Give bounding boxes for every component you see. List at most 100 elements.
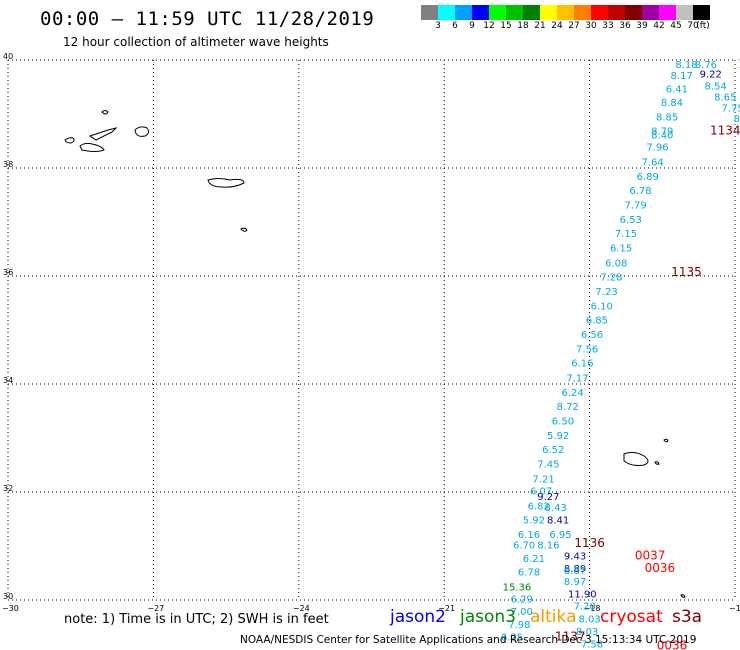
legend-swatch (608, 5, 625, 20)
map-subtitle: 12 hour collection of altimeter wave hei… (63, 35, 329, 49)
map-title: 00:00 – 11:59 UTC 11/28/2019 (40, 8, 375, 30)
wave-height-label: 7.58 (581, 640, 603, 650)
wave-height-label: 11.90 (568, 589, 597, 600)
pass-time-label: 0037 (635, 549, 666, 563)
lon-tick-label: −30 (2, 604, 19, 613)
wave-height-label: 6.21 (523, 554, 545, 565)
wave-height-label: 8.85 (656, 112, 678, 123)
wave-height-label: 7.64 (641, 157, 663, 168)
wave-height-label: 9.27 (537, 492, 559, 503)
wave-height-label: 7.45 (537, 460, 559, 471)
pass-time-label: 1135 (671, 265, 702, 279)
wave-height-label: 7.21 (532, 474, 554, 485)
wave-height-label: 9.22 (700, 69, 722, 80)
legend-label: 9 (469, 21, 475, 31)
wave-height-label: 7.17 (566, 373, 588, 384)
color-legend-labels: 3 6 9 12 15 18 21 24 27 30 33 36 39 42 45 70 (ft) (421, 21, 740, 33)
wave-height-label: 7.56 (576, 345, 598, 356)
island-outline (663, 438, 669, 443)
island-outline (623, 451, 649, 466)
wave-height-label: 6.10 (591, 301, 613, 312)
wave-height-label: 6.29 (511, 595, 533, 606)
wave-height-label: 7.28 (600, 272, 622, 283)
wave-height-label: 6.24 (562, 388, 584, 399)
legend-label: (ft) (696, 21, 710, 31)
wave-height-label: 5.92 (523, 515, 545, 526)
wave-height-label: 6.41 (666, 84, 688, 95)
legend-label: 33 (602, 21, 614, 31)
legend-label: 70 (687, 21, 699, 31)
wave-height-label: 6.25 (501, 633, 523, 644)
legend-swatch (540, 5, 557, 20)
wave-height-label: 9.43 (564, 552, 586, 563)
wave-height-label: 8.84 (661, 98, 683, 109)
legend-swatch (557, 5, 574, 20)
wave-height-label: 8.54 (704, 82, 726, 93)
lat-tick-label: 30 (3, 592, 13, 601)
color-legend (421, 5, 710, 20)
wave-height-label: 6.82 (528, 501, 550, 512)
footer-credit: NOAA/NESDIS Center for Satellite Applica… (240, 634, 697, 646)
lon-tick-label: −18 (584, 604, 601, 613)
wave-height-label: 6.70 (513, 541, 535, 552)
legend-swatch (642, 5, 659, 20)
island-outline (240, 227, 248, 232)
lat-tick-label: 32 (3, 484, 13, 493)
island-outline (207, 178, 245, 188)
legend-label: 30 (585, 21, 597, 31)
satellite-s3a: s3a (672, 607, 703, 627)
satellite-altika: altika (530, 607, 577, 627)
wave-height-label: 6.95 (549, 530, 571, 541)
wave-height-label: 8.41 (547, 515, 569, 526)
legend-label: 42 (653, 21, 665, 31)
wave-height-label: 6.50 (552, 417, 574, 428)
wave-height-label: 7.75 (721, 103, 740, 114)
satellite-jason3: jason3 (460, 607, 516, 627)
wave-height-label: 6.85 (586, 316, 608, 327)
legend-swatch (659, 5, 676, 20)
map-grid (7, 59, 736, 601)
wave-height-label: 8.89 (564, 564, 586, 575)
units-note: note: 1) Time is in UTC; 2) SWH is in fe… (64, 612, 329, 627)
wave-height-label: 8.40 (651, 130, 673, 141)
island-outline (64, 137, 75, 144)
island-outline (79, 142, 105, 152)
island-outline (134, 126, 150, 137)
legend-label: 21 (534, 21, 546, 31)
lat-tick-label: 38 (3, 160, 13, 169)
legend-swatch (455, 5, 472, 20)
wave-height-label: 7.15 (615, 229, 637, 240)
wave-height-label: 7.23 (595, 287, 617, 298)
wave-height-label: 15.36 (503, 582, 532, 593)
pass-time-label: 112 (738, 57, 740, 71)
island-outline (101, 110, 109, 115)
island-outline (654, 461, 660, 465)
legend-swatch (421, 5, 438, 20)
lat-tick-label: 36 (3, 268, 13, 277)
wave-height-label: 6.78 (629, 186, 651, 197)
lon-tick-label: −21 (438, 604, 455, 613)
wave-height-label: 8.97 (564, 577, 586, 588)
pass-time-label: 0036 (645, 561, 676, 575)
legend-label: 45 (670, 21, 682, 31)
wave-height-label: 8.18 (675, 60, 697, 71)
wave-height-label: 6.56 (581, 330, 603, 341)
wave-height-label: 6.07 (530, 487, 552, 498)
lat-tick-label: 40 (3, 52, 13, 61)
legend-label: 15 (500, 21, 512, 31)
island-outline (88, 127, 118, 141)
legend-swatch (625, 5, 642, 20)
lon-tick-label: −27 (147, 604, 164, 613)
pass-time-label: 1136 (574, 536, 605, 550)
wave-height-label: 6.78 (518, 568, 540, 579)
wave-height-label: 8.79 (651, 127, 673, 138)
legend-swatch (591, 5, 608, 20)
wave-height-label: 8.76 (695, 60, 717, 71)
legend-swatch (523, 5, 540, 20)
wave-height-label: 8.72 (557, 402, 579, 413)
wave-height-label: 5.92 (547, 431, 569, 442)
satellite-cryosat: cryosat (600, 607, 663, 627)
island-outline (680, 594, 686, 598)
wave-height-label: 6.52 (542, 445, 564, 456)
wave-height-label: 8.03 (578, 615, 600, 626)
